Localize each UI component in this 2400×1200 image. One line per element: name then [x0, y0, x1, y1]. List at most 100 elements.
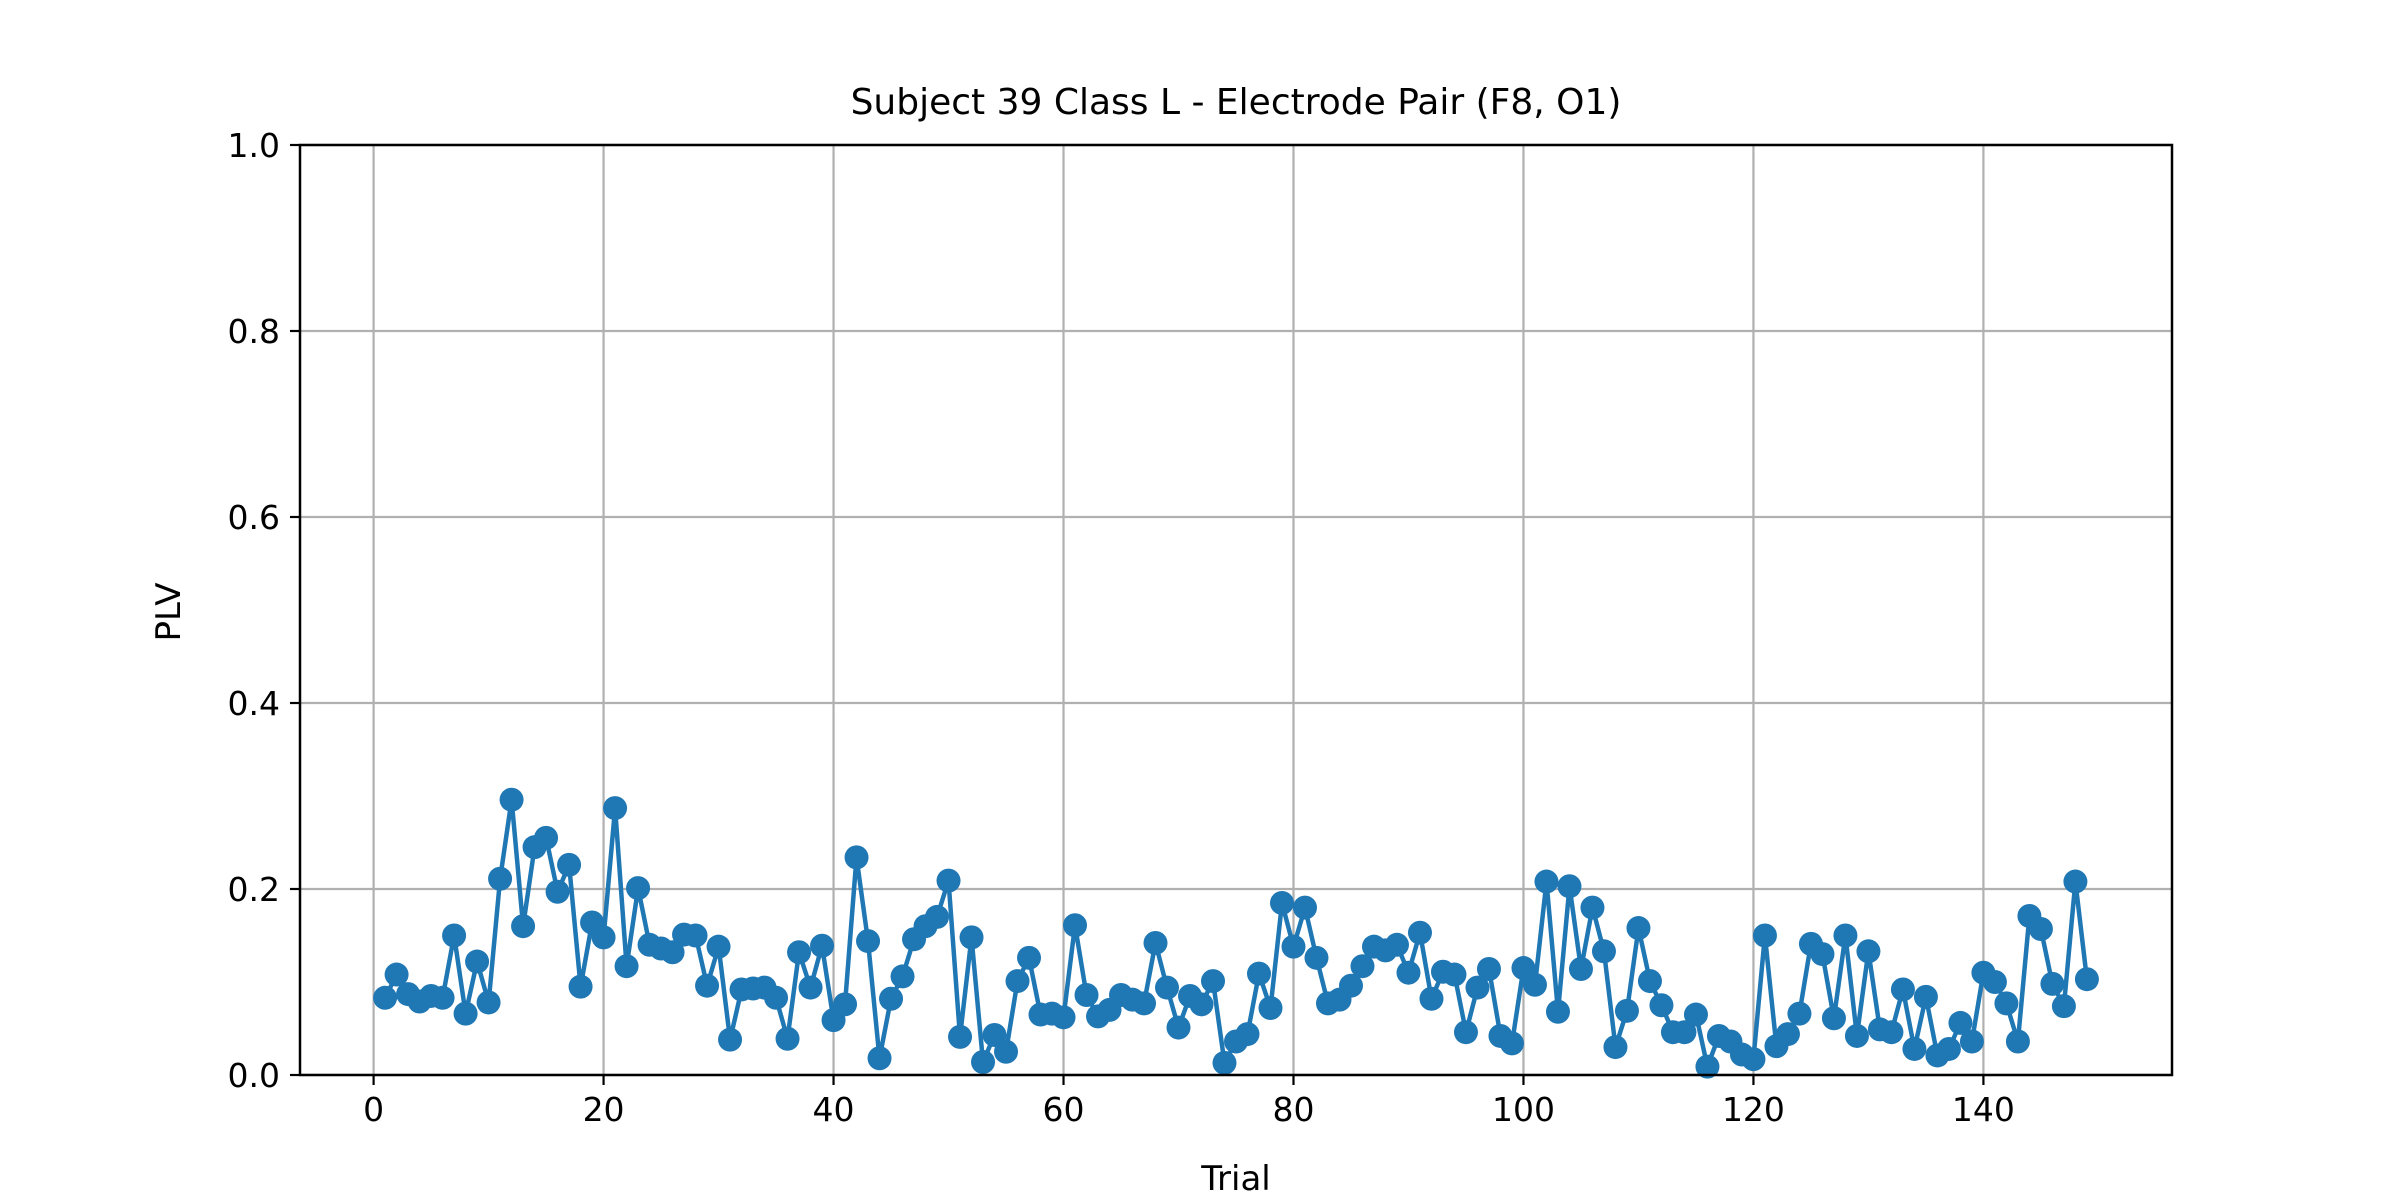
data-point [1545, 999, 1570, 1024]
data-point [626, 876, 651, 901]
data-point [1568, 956, 1593, 981]
data-point [1695, 1054, 1720, 1079]
data-point [1235, 1022, 1260, 1047]
data-point [1787, 1001, 1812, 1026]
data-point [683, 923, 708, 948]
data-point [948, 1024, 973, 1049]
data-point [1396, 960, 1421, 985]
data-point [614, 954, 639, 979]
data-point [1419, 986, 1444, 1011]
data-point [2063, 869, 2088, 894]
data-point [1683, 1002, 1708, 1027]
data-point [1741, 1047, 1766, 1072]
plot-frame [298, 143, 2174, 1077]
data-point [1913, 984, 1938, 1009]
x-tick-label: 40 [813, 1090, 855, 1129]
data-point [1902, 1036, 1927, 1061]
data-point [1948, 1010, 1973, 1035]
data-point [925, 904, 950, 929]
data-point [1821, 1006, 1846, 1031]
data-point [476, 990, 501, 1015]
x-tick-label: 120 [1722, 1090, 1785, 1129]
x-tick-label: 0 [363, 1090, 384, 1129]
data-point [1074, 983, 1099, 1008]
data-point [1534, 869, 1559, 894]
data-point [1246, 961, 1271, 986]
data-point [787, 940, 812, 965]
data-point [856, 929, 881, 954]
data-point [557, 852, 582, 877]
data-point [1407, 920, 1432, 945]
data-point [1442, 962, 1467, 987]
data-point [1005, 969, 1030, 994]
data-point [1833, 923, 1858, 948]
data-point [959, 925, 984, 950]
data-point [1017, 945, 1042, 970]
data-point [1269, 890, 1294, 915]
axis-ticks: 0 20 40 60 80 100 120 140 0.0 0.2 0.4 0.6 0.8 1.0 [228, 126, 2015, 1129]
y-tick-label: 0.4 [228, 684, 280, 723]
data-point [591, 925, 616, 950]
data-point [706, 934, 731, 959]
data-point [1626, 916, 1651, 941]
data-point [1166, 1015, 1191, 1040]
data-point [1649, 993, 1674, 1018]
y-tick-label: 0.0 [228, 1056, 280, 1095]
data-point [1132, 991, 1157, 1016]
data-point [798, 975, 823, 1000]
data-point [1994, 991, 2019, 1016]
data-point [373, 985, 398, 1010]
x-tick-label: 20 [583, 1090, 625, 1129]
data-point [1591, 939, 1616, 964]
data-series [373, 787, 2099, 1079]
data-point [442, 923, 467, 948]
data-point [430, 985, 455, 1010]
data-point [465, 949, 490, 974]
data-point [2028, 916, 2053, 941]
data-point [1982, 970, 2007, 994]
data-point [1201, 969, 1226, 994]
data-point [1304, 945, 1329, 970]
data-point [867, 1046, 892, 1071]
data-point [982, 1023, 1007, 1048]
data-point [660, 940, 685, 965]
x-tick-label: 80 [1272, 1090, 1314, 1129]
grid-lines [300, 143, 2172, 1077]
y-tick-label: 1.0 [228, 126, 280, 165]
data-point [1557, 874, 1582, 899]
data-point [890, 964, 915, 989]
data-point [1453, 1020, 1478, 1045]
data-point [1580, 895, 1605, 920]
data-point [2040, 971, 2065, 996]
data-point [499, 787, 524, 812]
data-point [718, 1027, 743, 1052]
data-point [1614, 998, 1639, 1023]
data-point [833, 992, 858, 1017]
y-tick-label: 0.8 [228, 312, 280, 351]
data-point [488, 866, 513, 891]
data-point [1063, 913, 1088, 938]
data-point [1890, 977, 1915, 1002]
data-point [1384, 932, 1409, 957]
data-point [2005, 1029, 2030, 1054]
data-point [1155, 975, 1180, 1000]
data-point [453, 1001, 478, 1026]
x-tick-label: 140 [1952, 1090, 2015, 1129]
data-point [1143, 930, 1168, 955]
data-point [2051, 994, 2076, 1019]
data-point [764, 985, 789, 1010]
data-point [534, 825, 559, 850]
data-point [936, 868, 961, 893]
data-point [1936, 1036, 1961, 1061]
data-point [1511, 956, 1536, 981]
x-tick-label: 60 [1043, 1090, 1085, 1129]
data-point [1959, 1029, 1984, 1054]
y-tick-label: 0.6 [228, 498, 280, 537]
data-point [1350, 954, 1375, 979]
data-point [1281, 934, 1306, 959]
data-point [1603, 1035, 1628, 1060]
data-point [1338, 973, 1363, 998]
data-point [810, 933, 835, 958]
x-axis-label: Trial [1200, 1159, 1270, 1199]
